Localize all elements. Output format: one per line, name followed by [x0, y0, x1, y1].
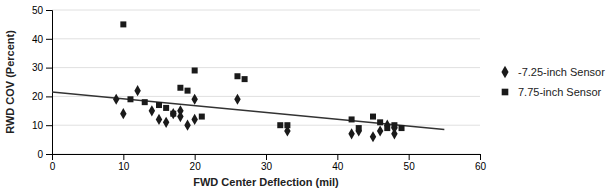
tick: 50 — [404, 154, 416, 172]
tick-mark — [46, 10, 52, 11]
point — [149, 105, 155, 116]
tick-label: 0 — [50, 161, 56, 172]
legend-item: 7.75-inch Sensor — [502, 86, 602, 98]
point — [356, 125, 362, 136]
point — [384, 120, 390, 131]
tick-mark — [123, 154, 124, 160]
tick-label: 40 — [332, 161, 344, 172]
tick-mark — [266, 154, 267, 160]
tick: 50 — [32, 5, 52, 16]
tick: 10 — [118, 154, 130, 172]
tick: 10 — [32, 120, 52, 131]
point — [356, 125, 362, 131]
point — [284, 122, 290, 128]
marks — [52, 21, 444, 142]
point — [377, 119, 383, 125]
tick-label: 20 — [32, 91, 44, 102]
tick: 40 — [32, 34, 52, 45]
tick-mark — [46, 154, 52, 155]
legend-symbol — [502, 89, 509, 96]
point — [377, 125, 383, 136]
point — [191, 114, 197, 125]
chart: 0 10 20 30 40 50 60 0 10 20 30 40 50 FWD Center Defle… — [0, 0, 612, 192]
point — [199, 114, 205, 120]
tick: 30 — [261, 154, 273, 172]
point — [177, 111, 183, 122]
point — [156, 114, 162, 125]
tick: 0 — [37, 149, 52, 160]
point — [120, 108, 126, 119]
plot: 0 10 20 30 40 50 60 0 10 20 30 40 50 — [32, 5, 487, 172]
tick-label: 30 — [261, 161, 273, 172]
tick-label: 40 — [32, 34, 44, 45]
tick-mark — [46, 96, 52, 97]
tick: 40 — [332, 154, 344, 172]
point — [234, 73, 240, 79]
grid — [52, 10, 480, 154]
tick: 0 — [50, 154, 56, 172]
tick-label: 30 — [32, 62, 44, 73]
tick-mark — [46, 68, 52, 69]
point — [142, 99, 148, 105]
point — [163, 117, 169, 128]
legend-symbol — [501, 66, 508, 78]
point — [391, 122, 397, 128]
tick-label: 20 — [190, 161, 202, 172]
point — [391, 122, 397, 133]
tick-label: 10 — [32, 120, 44, 131]
tick: 60 — [475, 154, 487, 172]
point — [127, 96, 133, 102]
tick: 30 — [32, 62, 52, 73]
legend-label: 7.75-inch Sensor — [518, 86, 601, 98]
y-axis: 0 10 20 30 40 50 — [32, 5, 53, 160]
point — [170, 108, 176, 119]
point — [184, 120, 190, 131]
point — [370, 114, 376, 120]
x-axis: 0 10 20 30 40 50 60 — [50, 154, 487, 172]
tick: 20 — [190, 154, 202, 172]
legend-item: -7.25-inch Sensor — [501, 66, 605, 78]
axis-line — [53, 155, 481, 161]
point — [192, 67, 198, 73]
grid-line — [52, 125, 480, 126]
grid-line — [52, 67, 480, 68]
tick-label: 60 — [475, 161, 487, 172]
point — [234, 94, 240, 105]
tick-mark — [46, 39, 52, 40]
tick: 20 — [32, 91, 52, 102]
axis-line — [46, 11, 53, 155]
tick-mark — [195, 154, 196, 160]
tick-label: 50 — [32, 5, 44, 16]
grid-line — [52, 10, 480, 11]
tick-mark — [337, 154, 338, 160]
tick-label: 50 — [404, 161, 416, 172]
point — [177, 85, 183, 91]
point — [113, 94, 119, 105]
x-axis-title: FWD Center Deflection (mil) — [193, 176, 339, 188]
point — [277, 122, 283, 128]
legend: -7.25-inch Sensor 7.75-inch Sensor — [501, 66, 605, 98]
point — [185, 88, 191, 94]
tick-mark — [409, 154, 410, 160]
point — [242, 76, 248, 82]
tick-label: 0 — [37, 149, 43, 160]
point — [384, 125, 390, 131]
grid-line — [52, 38, 480, 39]
legend-label: -7.25-inch Sensor — [518, 66, 605, 78]
point — [399, 125, 405, 131]
y-axis-title: RWD COV (Percent) — [4, 30, 16, 134]
point — [120, 21, 126, 27]
point — [170, 111, 176, 117]
point — [349, 116, 355, 122]
tick-mark — [480, 154, 481, 160]
tick-label: 10 — [118, 161, 130, 172]
tick-mark — [46, 125, 52, 126]
point — [348, 128, 354, 139]
point — [163, 105, 169, 111]
point — [156, 102, 162, 108]
point — [134, 85, 140, 96]
point — [191, 94, 197, 105]
point — [370, 131, 376, 142]
